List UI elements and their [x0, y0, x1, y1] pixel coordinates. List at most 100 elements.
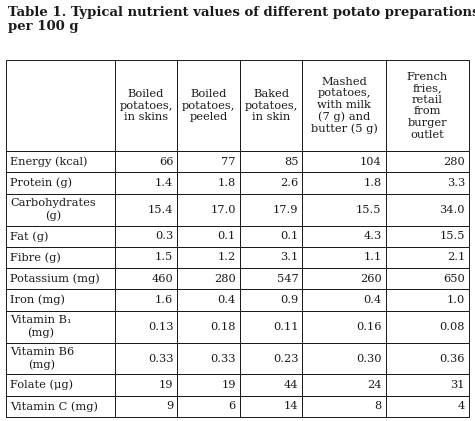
Bar: [240, 289, 302, 311]
Text: 0.4: 0.4: [363, 295, 381, 305]
Text: Baked
potatoes,
in skin: Baked potatoes, in skin: [244, 89, 298, 122]
Text: 1.8: 1.8: [363, 178, 381, 188]
Text: Mashed
potatoes,
with milk
(7 g) and
butter (5 g): Mashed potatoes, with milk (7 g) and but…: [311, 77, 378, 134]
Bar: [302, 60, 386, 151]
Bar: [386, 396, 469, 417]
Text: 3.1: 3.1: [280, 253, 298, 262]
Text: French
fries,
retail
from
burger
outlet: French fries, retail from burger outlet: [407, 72, 448, 140]
Text: 0.3: 0.3: [155, 231, 173, 241]
Text: 0.1: 0.1: [280, 231, 298, 241]
Bar: [6, 311, 115, 343]
Bar: [115, 194, 177, 226]
Text: 104: 104: [360, 157, 381, 167]
Bar: [302, 289, 386, 311]
Text: 44: 44: [284, 380, 298, 390]
Text: 0.23: 0.23: [273, 354, 298, 363]
Bar: [177, 396, 240, 417]
Text: 0.33: 0.33: [210, 354, 236, 363]
Text: 8: 8: [374, 401, 381, 411]
Text: 0.11: 0.11: [273, 322, 298, 332]
Bar: [386, 247, 469, 268]
Bar: [302, 374, 386, 396]
Text: 280: 280: [214, 274, 236, 284]
Bar: [386, 311, 469, 343]
Text: 24: 24: [367, 380, 381, 390]
Text: Carbohydrates
(g): Carbohydrates (g): [10, 198, 96, 221]
Bar: [177, 60, 240, 151]
Text: Fibre (g): Fibre (g): [10, 252, 61, 263]
Bar: [115, 268, 177, 289]
Bar: [240, 396, 302, 417]
Bar: [115, 311, 177, 343]
Bar: [6, 60, 115, 151]
Text: 85: 85: [284, 157, 298, 167]
Bar: [302, 396, 386, 417]
Text: Fat (g): Fat (g): [10, 231, 48, 242]
Bar: [386, 374, 469, 396]
Text: 0.13: 0.13: [148, 322, 173, 332]
Text: 460: 460: [152, 274, 173, 284]
Bar: [6, 268, 115, 289]
Text: Table 1. Typical nutrient values of different potato preparations: Table 1. Typical nutrient values of diff…: [8, 6, 475, 19]
Bar: [302, 247, 386, 268]
Bar: [302, 268, 386, 289]
Bar: [115, 173, 177, 194]
Bar: [177, 289, 240, 311]
Text: 547: 547: [276, 274, 298, 284]
Text: 0.18: 0.18: [210, 322, 236, 332]
Bar: [240, 268, 302, 289]
Bar: [240, 60, 302, 151]
Text: Boiled
potatoes,
peeled: Boiled potatoes, peeled: [182, 89, 235, 122]
Bar: [240, 226, 302, 247]
Bar: [386, 289, 469, 311]
Bar: [240, 311, 302, 343]
Bar: [6, 247, 115, 268]
Text: 19: 19: [159, 380, 173, 390]
Text: 2.6: 2.6: [280, 178, 298, 188]
Bar: [386, 194, 469, 226]
Bar: [6, 226, 115, 247]
Text: 0.30: 0.30: [356, 354, 381, 363]
Text: 15.5: 15.5: [439, 231, 465, 241]
Bar: [386, 60, 469, 151]
Bar: [177, 268, 240, 289]
Text: 0.9: 0.9: [280, 295, 298, 305]
Text: Potassium (mg): Potassium (mg): [10, 274, 100, 284]
Text: 34.0: 34.0: [439, 205, 465, 215]
Bar: [177, 311, 240, 343]
Text: Protein (g): Protein (g): [10, 178, 72, 188]
Text: Folate (μg): Folate (μg): [10, 380, 73, 390]
Bar: [115, 60, 177, 151]
Bar: [177, 374, 240, 396]
Bar: [177, 343, 240, 374]
Bar: [240, 374, 302, 396]
Bar: [240, 151, 302, 173]
Bar: [302, 173, 386, 194]
Text: 0.4: 0.4: [218, 295, 236, 305]
Bar: [6, 374, 115, 396]
Bar: [302, 194, 386, 226]
Text: 0.33: 0.33: [148, 354, 173, 363]
Bar: [115, 247, 177, 268]
Bar: [386, 173, 469, 194]
Text: 19: 19: [221, 380, 236, 390]
Text: 15.4: 15.4: [148, 205, 173, 215]
Bar: [386, 226, 469, 247]
Text: 4.3: 4.3: [363, 231, 381, 241]
Text: 31: 31: [450, 380, 465, 390]
Text: 77: 77: [221, 157, 236, 167]
Text: 0.1: 0.1: [218, 231, 236, 241]
Bar: [115, 289, 177, 311]
Bar: [240, 247, 302, 268]
Text: 2.1: 2.1: [447, 253, 465, 262]
Bar: [177, 173, 240, 194]
Bar: [6, 173, 115, 194]
Bar: [177, 194, 240, 226]
Text: 260: 260: [360, 274, 381, 284]
Bar: [115, 396, 177, 417]
Bar: [302, 151, 386, 173]
Bar: [115, 226, 177, 247]
Bar: [386, 343, 469, 374]
Bar: [240, 173, 302, 194]
Bar: [6, 343, 115, 374]
